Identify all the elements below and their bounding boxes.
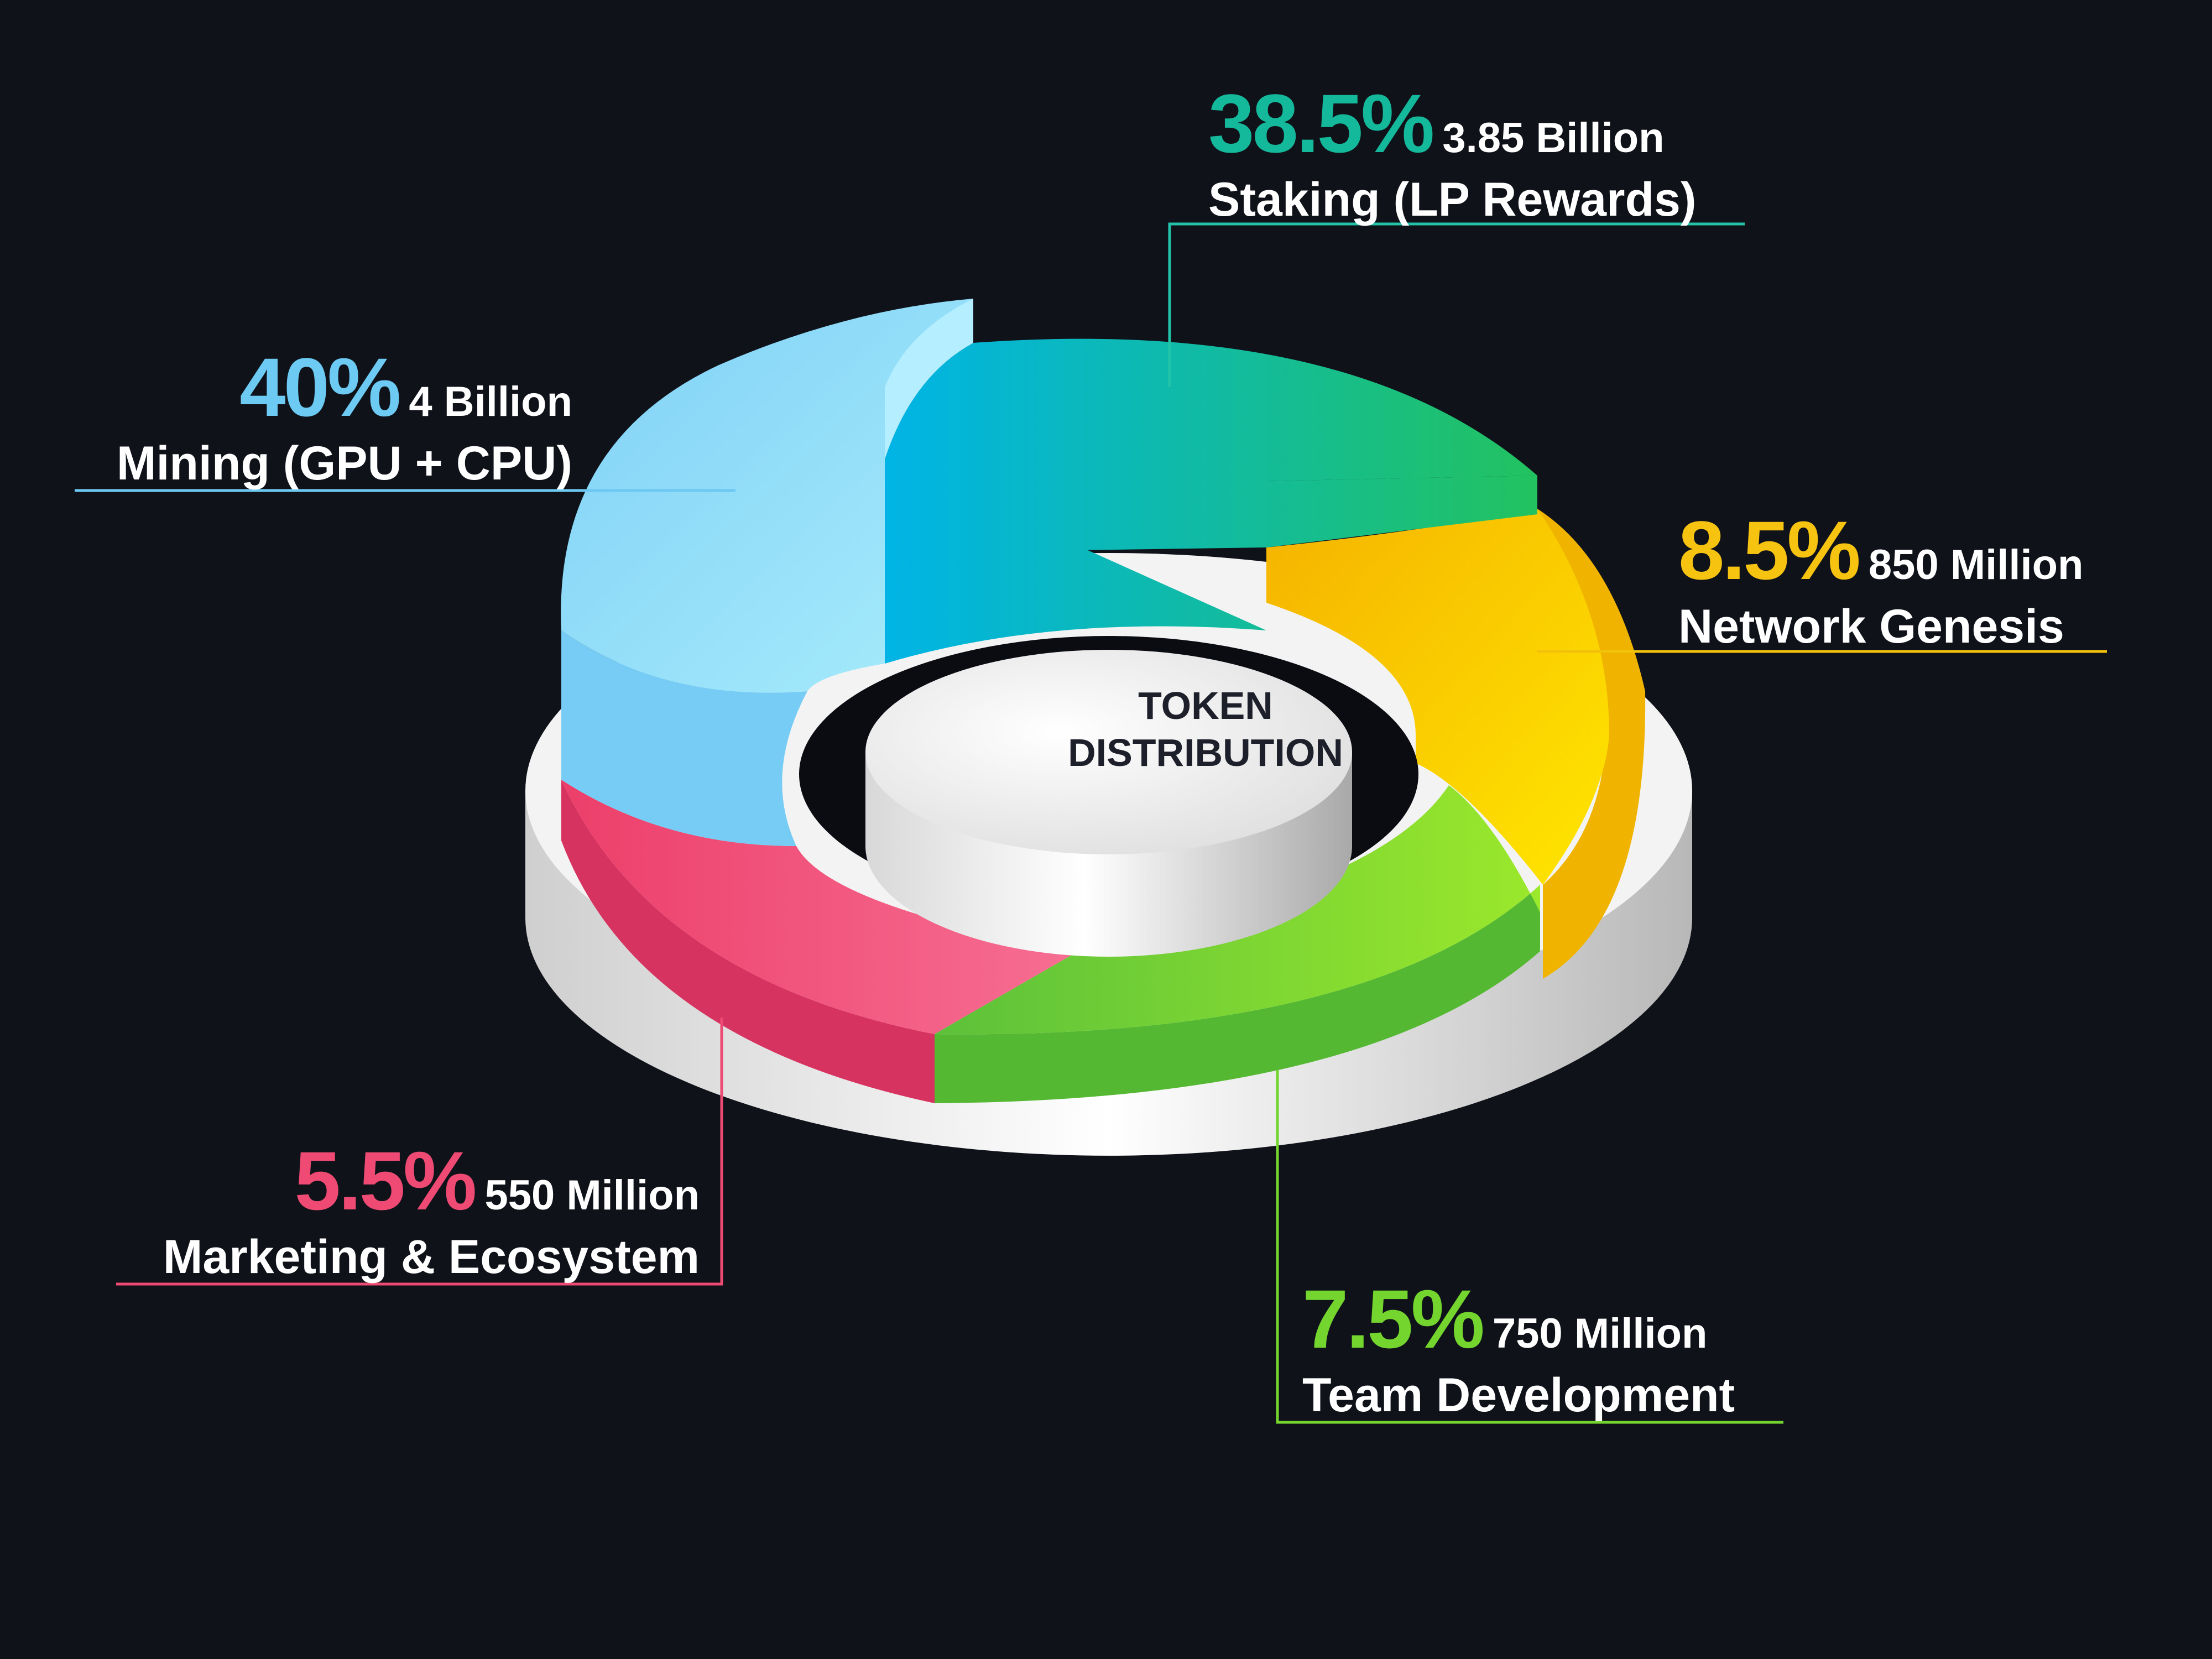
genesis-percent: 8.5%	[1678, 504, 1861, 597]
center-label-line2: DISTRIBUTION	[1068, 731, 1343, 774]
mining-amount: 4 Billion	[409, 378, 572, 425]
team-amount: 750 Million	[1492, 1310, 1708, 1357]
slice-mining	[561, 299, 973, 846]
leader-line-staking	[1168, 222, 1745, 387]
staking-percent: 38.5%	[1208, 77, 1434, 170]
leader-line-team	[1276, 1070, 1783, 1424]
mining-label: Mining (GPU + CPU)	[116, 437, 572, 490]
callout-mining: 40% 4 Billion Mining (GPU + CPU)	[117, 346, 572, 491]
slice-marketing	[561, 780, 1078, 1103]
callout-genesis: 8.5% 850 Million Network Genesis	[1678, 509, 2083, 654]
marketing-label: Marketing & Ecosystem	[163, 1230, 700, 1284]
callout-marketing: 5.5% 550 Million Marketing & Ecosystem	[163, 1139, 700, 1285]
marketing-amount: 550 Million	[484, 1172, 700, 1219]
callout-staking: 38.5% 3.85 Billion Staking (LP Rewards)	[1208, 82, 1697, 227]
slice-staking	[885, 338, 1537, 664]
staking-label: Staking (LP Rewards)	[1208, 173, 1697, 226]
center-label-line1: TOKEN	[1138, 684, 1273, 727]
center-disc	[865, 650, 1352, 957]
callout-team: 7.5% 750 Million Team Development	[1302, 1277, 1735, 1423]
genesis-amount: 850 Million	[1868, 541, 2084, 588]
staking-amount: 3.85 Billion	[1442, 114, 1665, 161]
genesis-label: Network Genesis	[1678, 600, 2064, 653]
leader-lines	[75, 222, 2107, 1424]
team-percent: 7.5%	[1302, 1272, 1485, 1365]
team-label: Team Development	[1302, 1369, 1735, 1422]
mining-percent: 40%	[239, 341, 401, 434]
marketing-percent: 5.5%	[294, 1134, 477, 1227]
slice-genesis	[1266, 509, 1646, 979]
leader-line-marketing	[116, 1018, 723, 1286]
